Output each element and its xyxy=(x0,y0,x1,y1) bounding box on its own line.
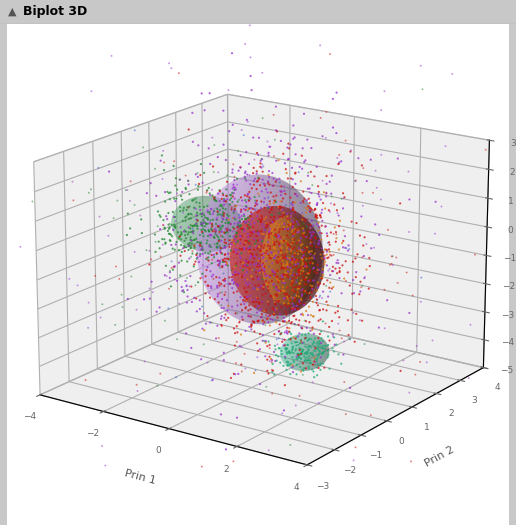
Text: ▲: ▲ xyxy=(8,7,16,17)
X-axis label: Prin 1: Prin 1 xyxy=(124,468,157,486)
Text: Biplot 3D: Biplot 3D xyxy=(23,5,88,18)
Y-axis label: Prin 2: Prin 2 xyxy=(423,445,456,469)
